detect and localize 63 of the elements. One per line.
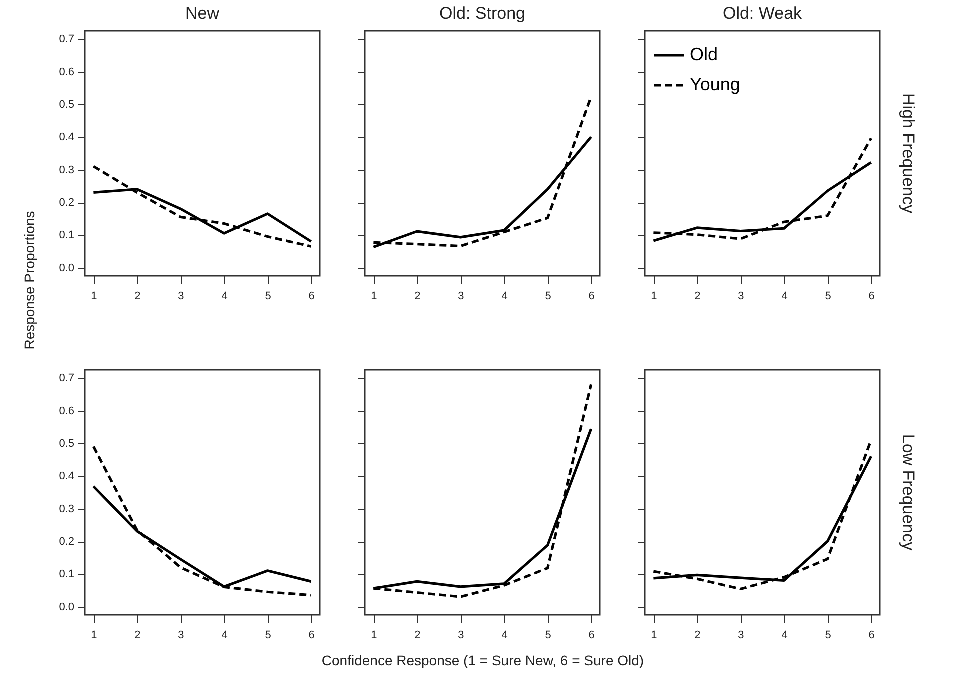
x-tick-label: 4 bbox=[502, 290, 508, 302]
x-tick-label: 2 bbox=[694, 290, 701, 302]
x-tick-label: 4 bbox=[222, 290, 228, 302]
x-tick-label: 6 bbox=[308, 290, 315, 302]
legend-label: Old bbox=[690, 44, 718, 64]
x-tick-label: 2 bbox=[414, 290, 421, 302]
y-tick-label: 0.6 bbox=[59, 405, 74, 418]
chart-title: Old: Weak bbox=[722, 4, 803, 23]
y-tick-label: 0.1 bbox=[59, 568, 74, 581]
y-tick-label: 0.0 bbox=[59, 262, 74, 274]
x-tick-label: 4 bbox=[782, 630, 788, 642]
x-tick-label: 2 bbox=[134, 630, 141, 642]
x-tick-label: 4 bbox=[502, 630, 508, 642]
x-tick-label: 6 bbox=[308, 630, 315, 642]
x-tick-label: 5 bbox=[545, 290, 552, 302]
y-tick-label: 0.6 bbox=[59, 66, 74, 78]
y-tick-label: 0.2 bbox=[59, 197, 74, 209]
y-tick-label: 0.1 bbox=[59, 230, 74, 242]
y-tick-label: 0.3 bbox=[59, 164, 74, 176]
x-tick-label: 3 bbox=[458, 630, 464, 642]
x-tick-label: 3 bbox=[738, 290, 744, 302]
x-axis-title: Confidence Response (1 = Sure New, 6 = Sure Old) bbox=[322, 652, 644, 668]
y-tick-label: 0.2 bbox=[59, 536, 74, 548]
x-tick-label: 3 bbox=[738, 630, 744, 642]
x-tick-label: 1 bbox=[371, 290, 378, 302]
x-tick-label: 3 bbox=[178, 630, 184, 642]
legend-label: Young bbox=[690, 74, 740, 94]
x-tick-label: 4 bbox=[782, 290, 788, 302]
x-tick-label: 3 bbox=[178, 290, 184, 302]
x-tick-label: 4 bbox=[222, 630, 228, 642]
x-tick-label: 5 bbox=[545, 630, 552, 642]
x-tick-label: 2 bbox=[134, 290, 141, 302]
x-tick-label: 1 bbox=[91, 290, 98, 302]
y-tick-label: 0.0 bbox=[59, 601, 74, 614]
y-axis-title: Response Proportions bbox=[22, 211, 38, 350]
x-tick-label: 6 bbox=[868, 290, 875, 302]
y-tick-label: 0.4 bbox=[59, 132, 74, 144]
x-tick-label: 6 bbox=[588, 630, 595, 642]
text: High Frequency bbox=[899, 93, 918, 214]
x-tick-label: 1 bbox=[651, 290, 658, 302]
y-tick-label: 0.3 bbox=[59, 503, 74, 516]
line-series bbox=[92, 165, 313, 248]
x-tick-label: 3 bbox=[458, 290, 464, 302]
x-tick-label: 5 bbox=[825, 290, 832, 302]
chart-title: Old: Strong bbox=[440, 4, 526, 23]
x-tick-label: 5 bbox=[265, 290, 272, 302]
y-tick-label: 0.5 bbox=[59, 438, 74, 450]
x-tick-label: 1 bbox=[91, 630, 98, 642]
text: Low Frequency bbox=[899, 434, 918, 552]
x-tick-label: 6 bbox=[868, 630, 875, 642]
x-tick-label: 1 bbox=[651, 630, 658, 642]
chart-title: New bbox=[185, 4, 220, 23]
x-tick-label: 5 bbox=[825, 630, 832, 642]
y-tick-label: 0.4 bbox=[59, 470, 74, 483]
x-tick-label: 1 bbox=[371, 630, 378, 642]
x-tick-label: 5 bbox=[265, 630, 272, 642]
line-series bbox=[92, 445, 313, 597]
x-tick-label: 6 bbox=[588, 290, 595, 302]
y-tick-label: 0.7 bbox=[59, 34, 74, 46]
x-tick-label: 2 bbox=[694, 630, 701, 642]
x-tick-label: 2 bbox=[414, 630, 421, 642]
y-tick-label: 0.7 bbox=[59, 372, 74, 385]
y-tick-label: 0.5 bbox=[59, 99, 74, 111]
